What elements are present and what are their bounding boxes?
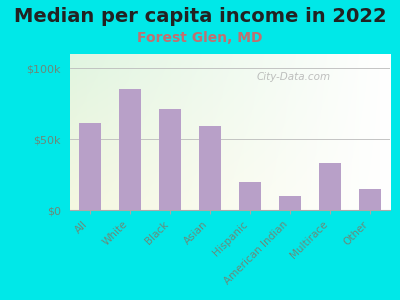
Text: Forest Glen, MD: Forest Glen, MD bbox=[137, 32, 263, 46]
Text: City-Data.com: City-Data.com bbox=[257, 72, 331, 82]
Bar bbox=[159, 109, 181, 210]
Bar bbox=[319, 163, 341, 210]
Bar bbox=[239, 182, 261, 210]
Bar bbox=[79, 124, 101, 210]
Bar bbox=[199, 126, 221, 210]
Text: Median per capita income in 2022: Median per capita income in 2022 bbox=[14, 8, 386, 26]
Bar bbox=[359, 189, 381, 210]
Bar bbox=[119, 89, 141, 210]
Bar bbox=[279, 196, 301, 210]
